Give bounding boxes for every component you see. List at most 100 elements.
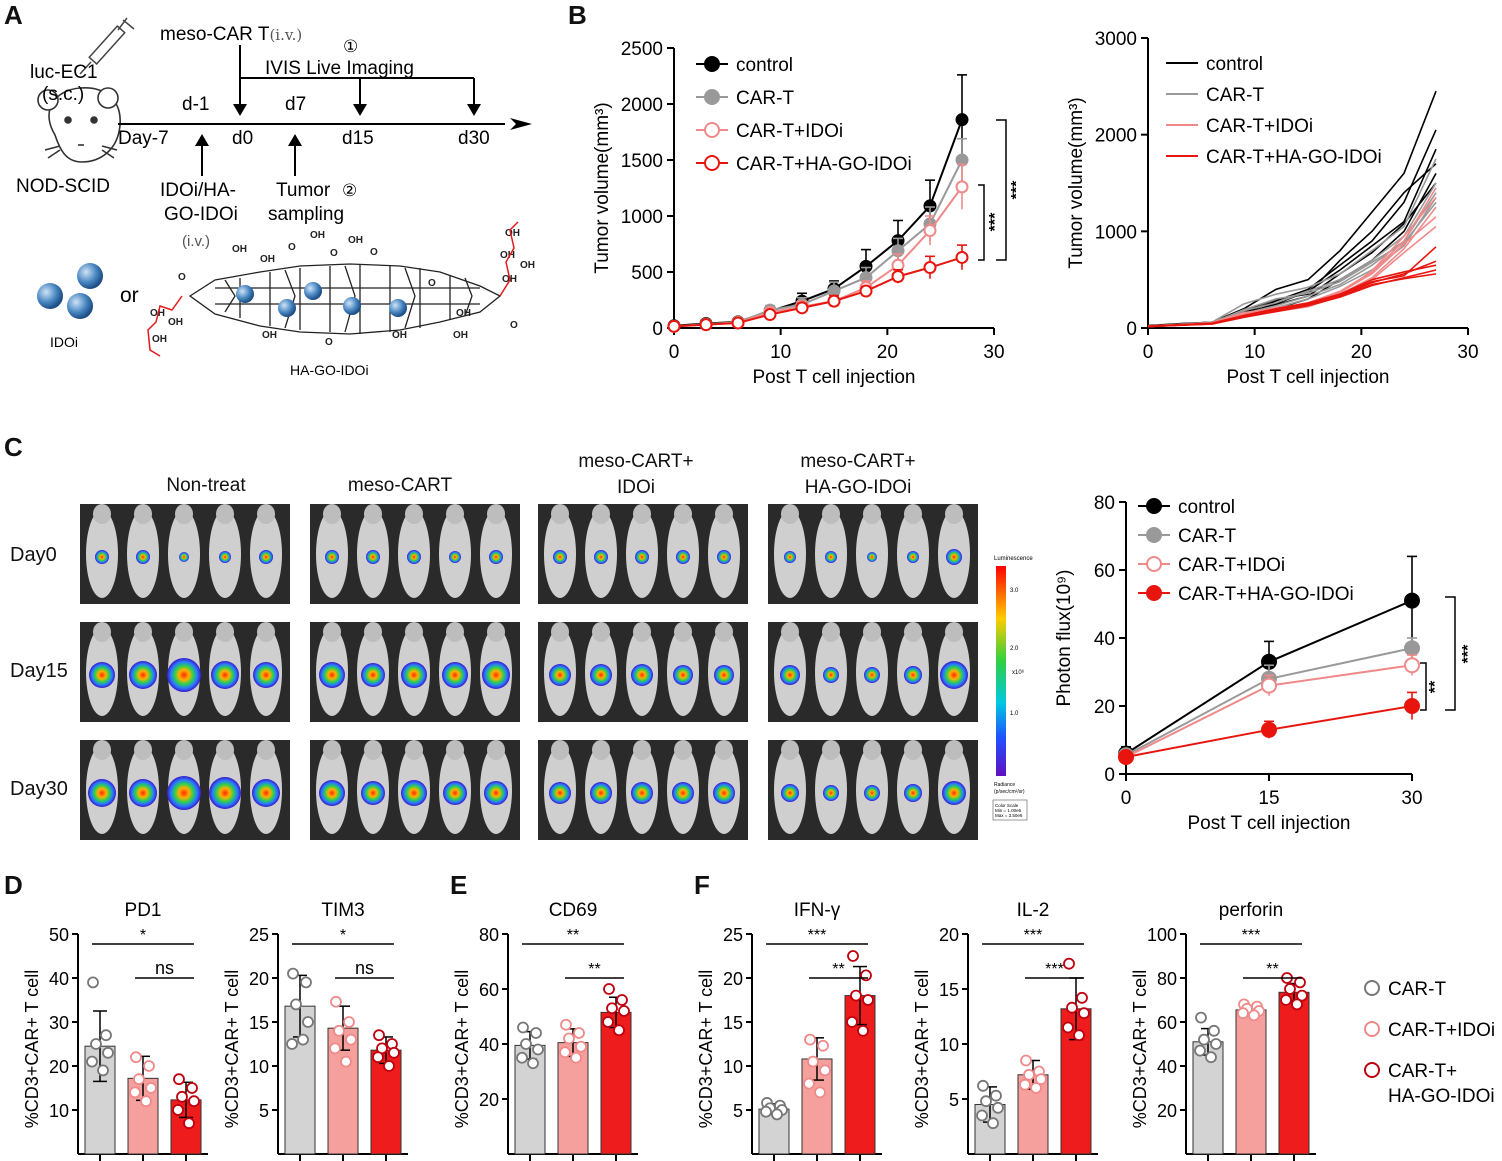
mouse-head — [175, 740, 193, 760]
y-tick-label: 3000 — [1095, 29, 1137, 50]
data-point — [847, 950, 859, 962]
mouse-head — [93, 740, 111, 760]
data-point — [1291, 998, 1303, 1011]
bioluminescence-signal — [401, 780, 427, 806]
y-tick-label: 60 — [479, 980, 499, 1000]
individual-line — [1147, 148, 1437, 327]
mouse-head — [674, 740, 692, 760]
significance-label: *** — [1242, 927, 1261, 944]
bioluminescence-signal — [209, 777, 241, 809]
mouse-head — [592, 740, 610, 760]
legend-label: control — [1178, 497, 1235, 518]
mouse-head — [175, 504, 193, 524]
data-point — [340, 1055, 352, 1068]
data-point — [990, 1089, 1002, 1102]
panel-label-c: C — [4, 432, 23, 462]
y-tick-label: 10 — [249, 1057, 269, 1077]
bioluminescence-signal — [136, 550, 150, 564]
panel-label-f: F — [694, 870, 710, 900]
data-point — [603, 983, 615, 995]
svg-text:OH: OH — [310, 230, 325, 241]
y-tick-label: 100 — [1147, 925, 1177, 945]
data-point — [1063, 957, 1075, 970]
significance-label: ** — [832, 961, 844, 978]
data-point — [606, 1002, 618, 1015]
bioluminescence-signal — [129, 779, 157, 807]
bar-chart-cd69: CD69 20 40 60 80 %CD3+CAR+ T cell ** ** — [452, 900, 638, 1161]
data-point — [731, 316, 745, 330]
legend-label: CAR-T — [1206, 85, 1264, 106]
graphene-oxide-structure: OH OH O OH O OH O O OH O OH O OH OH OH O… — [147, 221, 535, 357]
bioluminescence-signal — [942, 781, 966, 805]
data-point — [1404, 592, 1420, 609]
y-tick-label: 2500 — [621, 39, 663, 60]
mouse-head — [863, 622, 881, 642]
mouse-head — [446, 740, 464, 760]
mouse-head — [93, 504, 111, 524]
data-point — [1280, 994, 1292, 1006]
significance-label: *** — [1460, 644, 1477, 663]
bioluminescence-signal — [549, 782, 571, 804]
data-point — [1205, 1051, 1217, 1064]
y-tick-label: 5 — [949, 1090, 959, 1110]
svg-text:3.0: 3.0 — [1010, 588, 1019, 594]
significance-label: * — [140, 927, 146, 944]
data-point — [862, 994, 874, 1006]
legend-label: CAR-T+IDOi — [1206, 116, 1313, 137]
data-point — [372, 1051, 384, 1064]
bar-chart-tim3: TIM3 5 10 15 20 25 %CD3+CAR+ T cell * ns — [222, 900, 408, 1161]
data-point — [329, 1042, 341, 1055]
legend-marker — [1146, 585, 1162, 601]
legend-marker — [1146, 527, 1162, 543]
y-tick-label: 5 — [733, 1101, 743, 1121]
timeline-arrowhead — [510, 118, 532, 130]
data-point — [807, 1055, 819, 1068]
mouse-head — [364, 622, 382, 642]
mouse-head — [592, 504, 610, 524]
bioluminescence-signal — [167, 658, 201, 692]
panel-label-e: E — [450, 870, 468, 900]
data-point — [172, 1104, 184, 1116]
x-tick-label: 30 — [983, 342, 1004, 363]
data-point — [795, 301, 809, 315]
chart-title: PD1 — [125, 900, 162, 921]
mouse-head — [134, 622, 152, 642]
mouse-head — [364, 740, 382, 760]
bioluminescence-signal — [676, 550, 690, 564]
data-point — [1404, 640, 1420, 657]
bioluminescence-signal — [253, 662, 279, 688]
data-point — [286, 1038, 298, 1050]
data-point — [923, 261, 937, 275]
imaging-group-title: meso-CART+ HA-GO-IDOi — [800, 451, 916, 498]
mouse-head — [715, 504, 733, 524]
significance-label: ns — [155, 958, 174, 978]
mouse-head — [904, 504, 922, 524]
mouse-head — [674, 504, 692, 524]
significance-label: *** — [1045, 961, 1064, 978]
mouse-head — [781, 504, 799, 524]
mouse-head — [781, 740, 799, 760]
mouse-head — [551, 504, 569, 524]
bioluminescence-signal — [549, 664, 571, 686]
chart-photon-flux: 0 20 40 60 80 0 15 30 Post T cell injection Photo… — [1054, 493, 1477, 834]
data-point — [618, 1005, 630, 1017]
bioluminescence-signal — [366, 550, 380, 564]
legend-label: CAR-T+HA-GO-IDOi — [1178, 584, 1354, 605]
data-point — [602, 1016, 614, 1028]
data-point — [1284, 983, 1296, 995]
data-point — [90, 1038, 102, 1050]
mouse-head — [323, 622, 341, 642]
svg-text:OH: OH — [260, 254, 275, 265]
y-tick-label: 40 — [1094, 629, 1115, 650]
mouse-head — [216, 740, 234, 760]
mouse-head — [945, 622, 963, 642]
y-tick-label: 0 — [652, 319, 663, 340]
data-point — [343, 1016, 355, 1028]
mouse-head — [257, 740, 275, 760]
mouse-head — [592, 622, 610, 642]
data-point — [1198, 1033, 1210, 1046]
data-point — [804, 1033, 816, 1046]
day-label: d7 — [285, 94, 306, 115]
mouse-head — [674, 622, 692, 642]
bioluminescence-signal — [484, 781, 508, 805]
